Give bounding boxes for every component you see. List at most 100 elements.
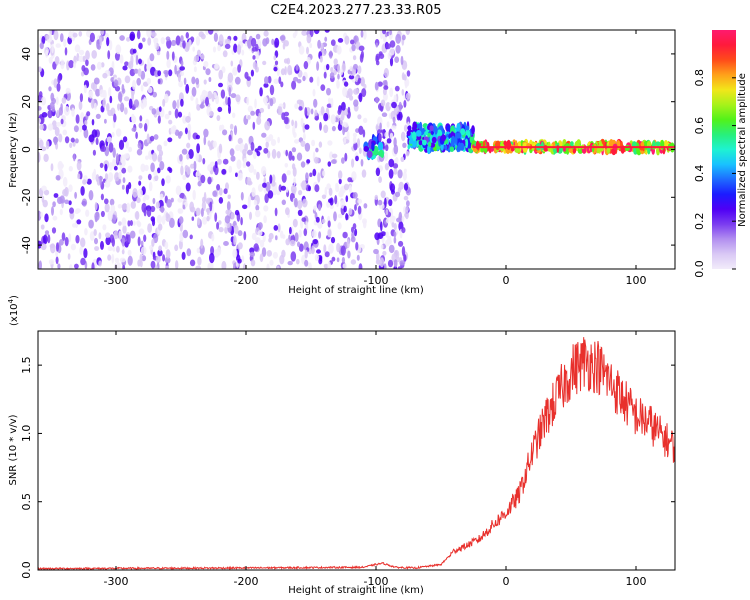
spectrogram-cell	[177, 208, 182, 214]
spectrogram-cell	[186, 153, 190, 160]
spectrogram-cell	[262, 182, 267, 188]
spectrogram-cell	[121, 249, 125, 255]
spectrogram-cell	[60, 118, 64, 125]
spectrogram-cell	[220, 124, 225, 131]
spectrogram-cell	[64, 47, 68, 56]
spectrogram-cell	[247, 115, 251, 120]
spectrogram-cell	[189, 234, 193, 240]
spectrogram-cell	[227, 72, 234, 83]
spectrogram-cell	[321, 218, 326, 224]
spectrogram-cell	[51, 43, 54, 54]
spectrogram-cell	[291, 119, 294, 127]
spectrogram-cell	[246, 161, 251, 167]
spectrogram-cell	[429, 125, 434, 132]
spectrogram-cell	[72, 223, 77, 228]
spectrogram-cell	[347, 250, 351, 259]
spectrogram-cell	[48, 86, 52, 92]
spectrogram-cell	[185, 32, 189, 39]
spectrogram-cell	[45, 140, 50, 150]
spectrogram-cell	[149, 135, 155, 142]
spectrogram-cell	[385, 32, 388, 38]
spectrogram-cell	[56, 109, 60, 117]
spectrogram-cell	[40, 224, 45, 230]
spectrogram-cell	[360, 30, 364, 38]
spectrogram-cell	[333, 64, 338, 70]
spectrogram-cell	[38, 210, 42, 221]
spectrogram-cell	[281, 199, 286, 206]
spectrogram-cell	[84, 120, 88, 126]
spectrogram-cell	[109, 162, 113, 171]
spectrogram-cell	[65, 87, 71, 94]
spectrogram-cell	[183, 77, 187, 86]
spectrogram-cell	[125, 140, 129, 149]
spectrogram-cell	[74, 191, 77, 199]
spectrogram-cell	[137, 236, 141, 247]
spectrogram-cell	[389, 183, 396, 193]
spectrogram-cell	[402, 142, 407, 148]
spectrogram-cell	[147, 86, 153, 94]
spectrogram-cell	[229, 123, 234, 130]
spectrogram-cell	[355, 241, 359, 251]
spectrogram-cell	[640, 141, 645, 147]
spectrogram-cell	[115, 128, 122, 137]
spectrogram-cell	[209, 143, 213, 151]
spectrogram-cell	[90, 98, 95, 109]
spectrogram-cell	[459, 142, 465, 151]
spectrogram-cell	[456, 122, 461, 132]
spectrogram-cell	[256, 116, 262, 126]
spectrogram-cell	[68, 200, 72, 206]
spectrogram-cell	[361, 169, 367, 178]
spectrogram-cell	[199, 103, 205, 109]
spectrogram-cell	[259, 107, 265, 113]
spectrogram-cell	[141, 255, 147, 262]
spectrogram-cell	[150, 162, 155, 173]
spectrogram-cell	[312, 239, 319, 245]
spectrogram-cell	[100, 30, 105, 36]
spectrogram-cell	[214, 63, 219, 70]
spectrogram-cell	[75, 114, 80, 124]
spectrogram-cell	[405, 206, 409, 212]
spectrogram-cell	[104, 203, 110, 213]
spectrogram-cell	[343, 122, 349, 128]
spectrogram-cell	[154, 38, 157, 49]
spectrogram-cell	[104, 163, 108, 172]
spectrogram-cell	[306, 46, 309, 55]
spectrogram-cell	[399, 260, 406, 266]
spectrogram-cell	[385, 239, 390, 247]
spectrogram-cell	[263, 215, 267, 224]
spectrogram-cell	[403, 168, 407, 173]
spectrogram-cell	[146, 208, 152, 218]
spectrogram-cell	[149, 53, 155, 62]
spectrogram-cell	[322, 170, 326, 177]
spectrogram-cell	[129, 31, 136, 41]
spectrogram-cell	[263, 147, 269, 154]
spectrogram-cell	[324, 186, 328, 197]
spectrogram-cell	[391, 222, 395, 228]
spectrogram-cell	[228, 86, 232, 97]
spectrogram-cell	[182, 174, 187, 181]
spectrogram-cell	[311, 248, 315, 254]
spectrogram-cell	[351, 171, 357, 181]
spectrogram-cell	[568, 148, 573, 154]
spectrogram-cell	[41, 112, 48, 118]
spectrogram-x-label: Height of straight line (km)	[288, 285, 424, 296]
spectrogram-cell	[118, 139, 125, 150]
spectrogram-cell	[353, 142, 358, 151]
spectrogram-cell	[353, 99, 359, 107]
spectrogram-cell	[277, 105, 281, 116]
spectrogram-cell	[188, 149, 194, 159]
spectrogram-cell	[73, 153, 76, 162]
spectrogram-cell	[291, 163, 296, 170]
spectrogram-cell	[328, 187, 333, 196]
spectrogram-cell	[431, 136, 437, 144]
spectrogram-cell	[158, 106, 162, 112]
spectrogram-cell	[317, 172, 321, 183]
spectrogram-cell	[400, 55, 404, 66]
spectrogram-cell	[475, 140, 480, 150]
spectrogram-cell	[394, 85, 400, 92]
spectrogram-cell	[401, 89, 405, 96]
spectrogram-cell	[291, 155, 295, 161]
spectrogram-cell	[265, 181, 271, 192]
spectrogram-cell	[69, 264, 73, 269]
snr-y-tick-label: 1.0	[20, 425, 33, 443]
